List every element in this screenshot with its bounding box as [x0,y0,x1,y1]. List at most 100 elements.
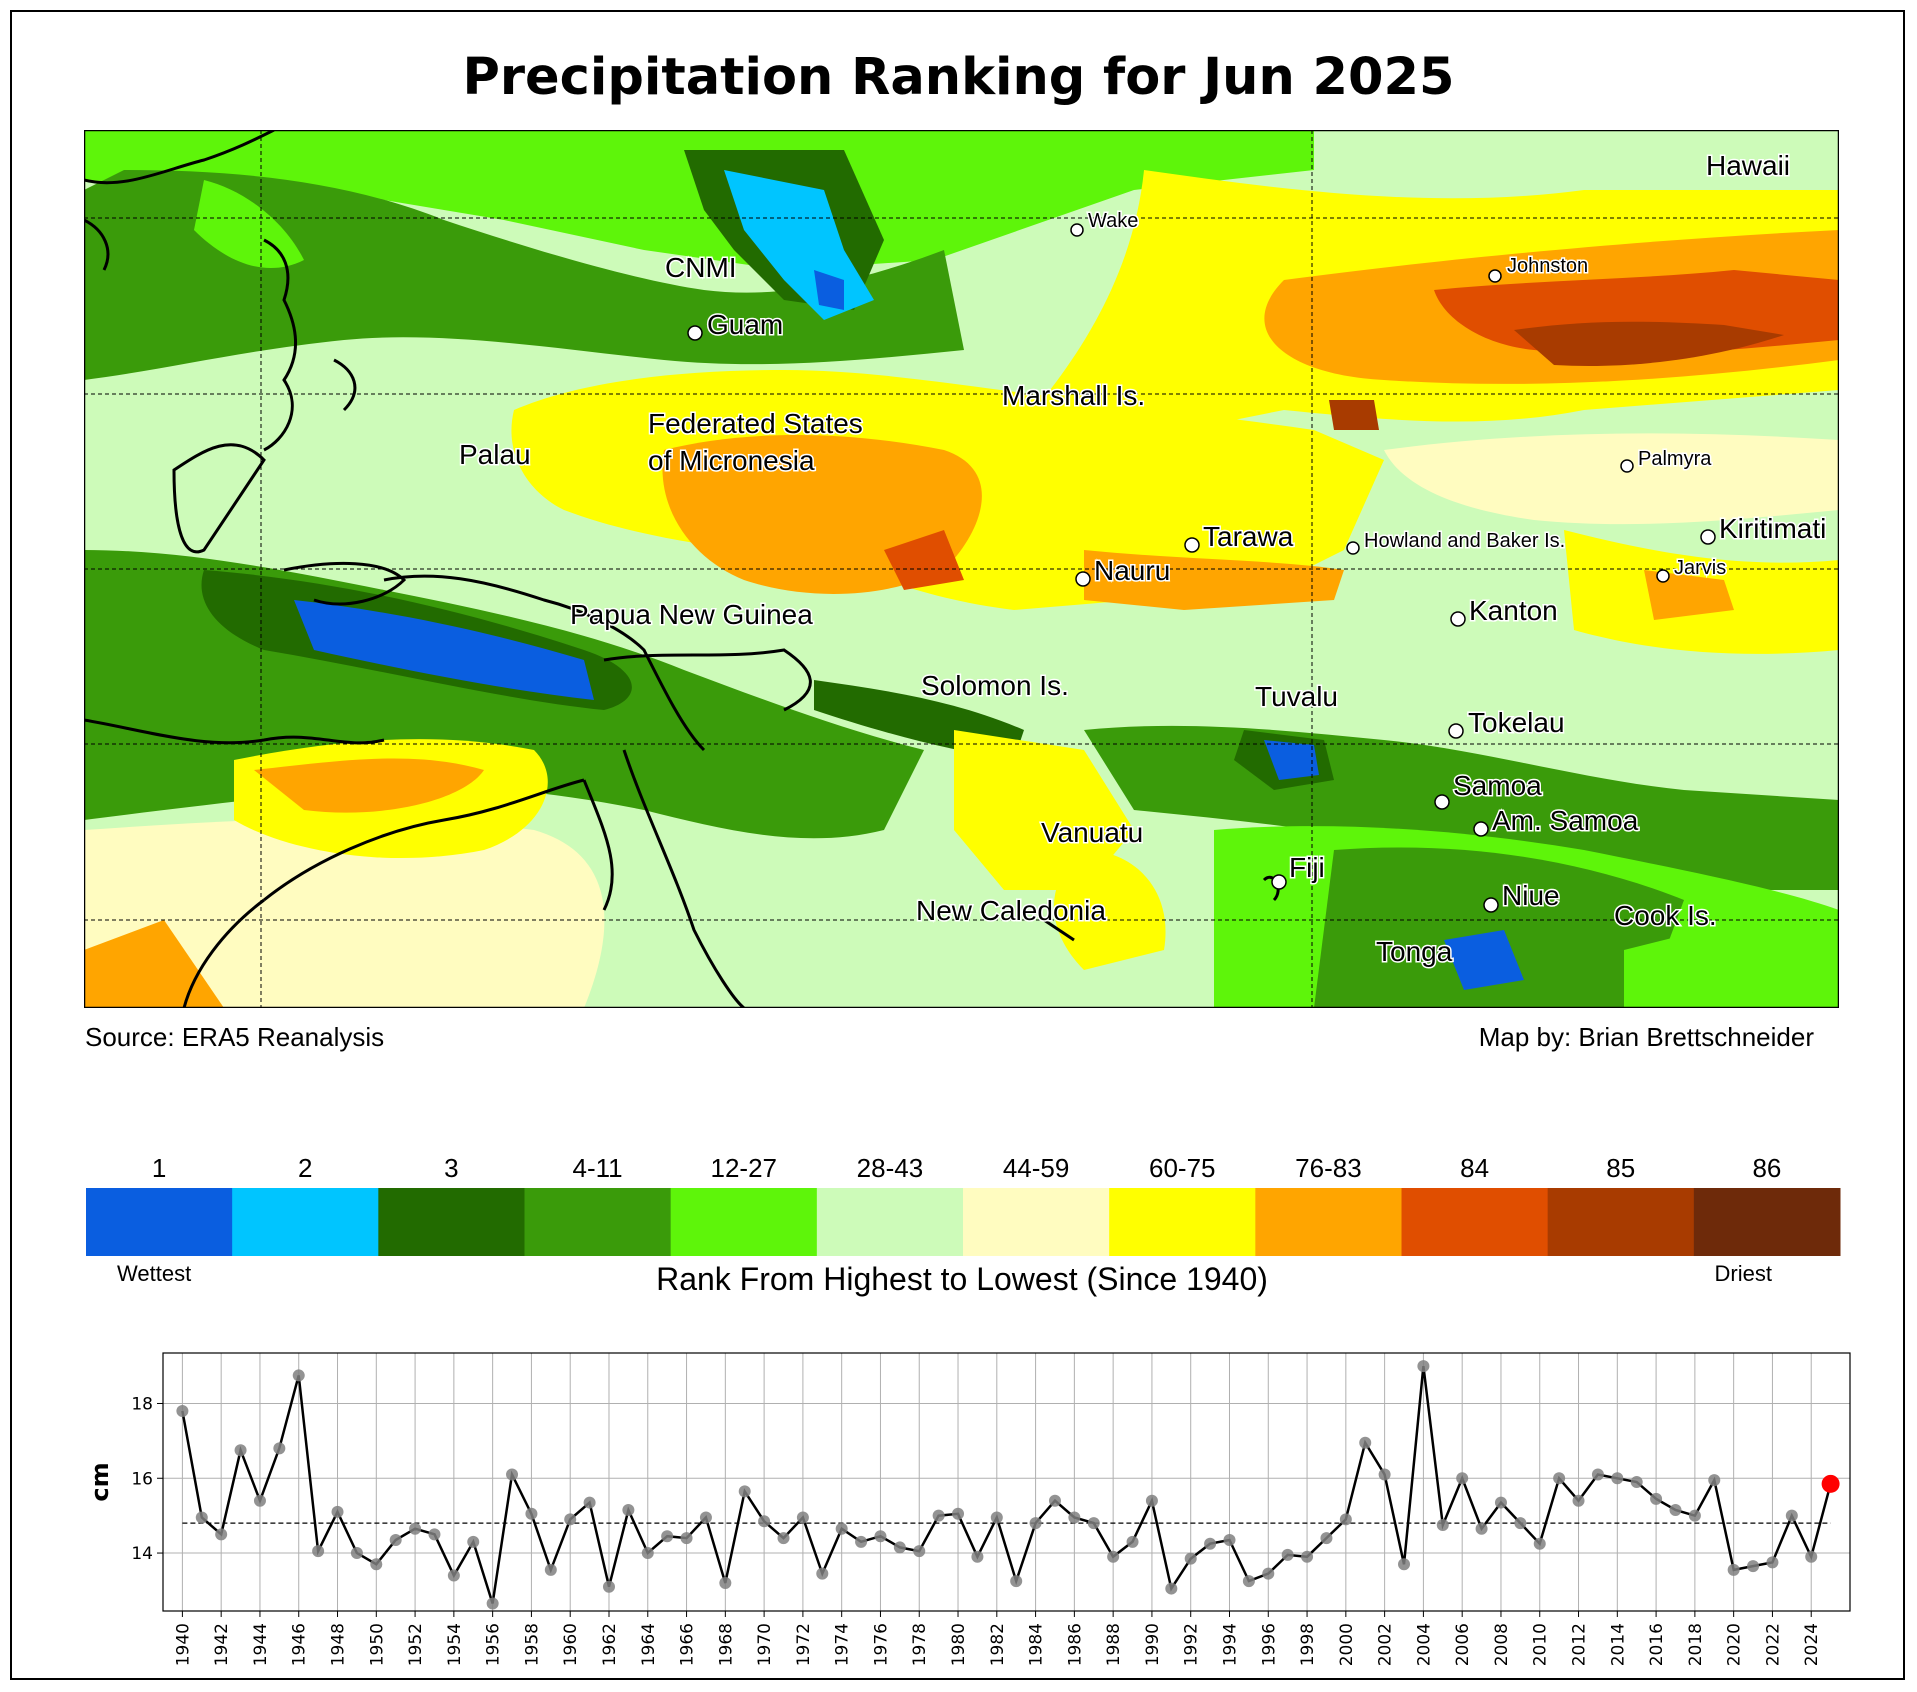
data-point [1398,1558,1411,1571]
x-tick-label: 2022 [1763,1623,1783,1666]
x-tick-label: 1944 [251,1623,271,1666]
marker-kanton [1450,611,1466,627]
data-point [738,1485,751,1498]
label-tarawa: Tarawa [1203,521,1294,552]
x-tick-label: 2006 [1453,1623,1473,1666]
x-tick-label: 1986 [1065,1623,1085,1666]
y-tick-label: 14 [131,1544,153,1564]
marker-howland [1346,541,1360,555]
data-point [816,1567,829,1580]
x-tick-label: 1956 [484,1623,504,1666]
x-tick-label: 1940 [173,1623,193,1666]
label-vanuatu: Vanuatu [1041,817,1143,848]
data-point [467,1535,480,1548]
data-point [1048,1494,1061,1507]
colorbar-class-label: 2 [298,1153,312,1183]
colorbar-class-label: 4-11 [573,1153,623,1183]
colorbar-swatch [816,1188,964,1256]
x-tick-label: 1972 [794,1623,814,1666]
label-johnston: Johnston [1507,255,1588,277]
marker-wake [1070,223,1084,237]
x-tick-label: 2002 [1376,1623,1396,1666]
plot-frame [162,1352,1851,1612]
data-point [1223,1533,1236,1546]
x-tick-label: 2012 [1570,1623,1590,1666]
colorbar-class-label: 3 [444,1153,458,1183]
label-samoa: Samoa [1453,770,1542,801]
data-point [1029,1517,1042,1530]
marker-samoa [1434,794,1450,810]
data-point [971,1550,984,1563]
data-point [777,1532,790,1545]
map-border [84,130,1839,1008]
label-tokelau: Tokelau [1468,707,1565,738]
x-tick-label: 2024 [1802,1623,1822,1666]
data-point [1708,1474,1721,1487]
colorbar-swatch [670,1188,818,1256]
colorbar-driest: Driest [1715,1261,1772,1286]
colorbar-swatch [524,1188,672,1256]
marker-johnston [1488,269,1502,283]
x-tick-label: 1958 [522,1623,542,1666]
data-point [1475,1522,1488,1535]
data-point [835,1522,848,1535]
x-tick-label: 2010 [1531,1623,1551,1666]
data-point [234,1444,247,1457]
colorbar-swatch [1401,1188,1549,1256]
colorbar-swatch [232,1188,379,1256]
x-tick-label: 1960 [561,1623,581,1666]
marker-tokelau [1448,723,1464,739]
label-kiritimati: Kiritimati [1719,513,1826,544]
data-point [292,1369,305,1382]
data-point [1436,1519,1449,1531]
plot-grid [163,1353,1850,1611]
data-point [389,1533,402,1546]
data-point [1630,1476,1643,1488]
x-tick-label: 2008 [1492,1623,1512,1666]
colorbar-boxes [86,1188,1841,1256]
label-palmyra: Palmyra [1638,448,1712,470]
data-point [1456,1472,1469,1485]
data-point [874,1530,887,1543]
data-point [215,1528,228,1541]
data-point [195,1511,208,1524]
x-tick-label: 2016 [1647,1623,1667,1666]
label-niue: Niue [1502,880,1560,911]
data-point [1650,1492,1663,1505]
x-tick-label: 1984 [1027,1623,1047,1666]
label-fiji: Fiji [1289,852,1325,883]
x-tick-label: 1992 [1182,1623,1202,1666]
marker-palmyra [1620,459,1634,473]
label-new-caledonia: New Caledonia [916,895,1106,926]
y-tick-label: 16 [131,1469,153,1489]
label-palau: Palau [459,439,531,470]
label-marshall: Marshall Is. [1002,380,1145,411]
colorbar: 1 2 3 4-11 12-27 28-43 44-59 60-75 76-83 84 85 86 W… [86,1153,1841,1297]
x-tick-label: 1998 [1298,1623,1318,1666]
marker-guam [687,325,703,341]
x-tick-label: 1952 [406,1623,426,1666]
credit-caption: Map by: Brian Brettschneider [1478,1022,1814,1052]
data-point [1204,1537,1217,1550]
data-point [1262,1567,1275,1580]
precipitation-rank-map: Hawaii Wake Johnston CNMI Guam Marshall … [84,130,1839,1008]
colorbar-class-label: 28-43 [857,1153,924,1183]
x-tick-label: 1988 [1104,1623,1124,1666]
data-point [1785,1509,1798,1522]
label-howland: Howland and Baker Is. [1364,530,1565,552]
marker-kiritimati [1700,529,1716,545]
label-nauru: Nauru [1094,555,1170,586]
data-point [544,1563,557,1576]
data-point [583,1496,596,1509]
label-solomon: Solomon Is. [921,670,1069,701]
location-markers [687,223,1716,913]
x-tick-label: 2014 [1608,1623,1628,1666]
x-tick-label: 1954 [445,1623,465,1666]
data-point [1010,1575,1023,1588]
x-tick-label: 1964 [639,1623,659,1666]
data-point [447,1569,460,1582]
x-tick-label: 1980 [949,1623,969,1666]
data-point [564,1513,577,1526]
x-tick-label: 1996 [1259,1623,1279,1666]
data-point [641,1547,654,1560]
